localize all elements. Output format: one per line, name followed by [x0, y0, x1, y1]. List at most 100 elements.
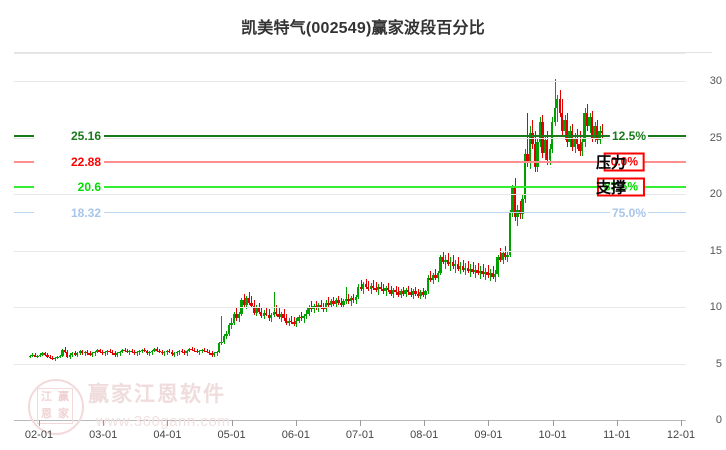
candle-wick: [125, 347, 126, 353]
gridline-15: [14, 250, 686, 252]
candle-wick: [194, 347, 195, 353]
candle-body: [444, 259, 447, 262]
band-12-5-line: [14, 134, 686, 137]
candle-wick: [493, 266, 494, 279]
candle-wick: [204, 347, 205, 353]
candle-wick: [500, 248, 501, 262]
candle-body: [53, 357, 57, 360]
candle-body: [419, 292, 422, 296]
candle-body: [81, 351, 84, 354]
candle-body: [521, 198, 524, 215]
candle-body: [222, 336, 226, 343]
candle-body: [406, 290, 410, 293]
candle-body: [207, 352, 211, 354]
candle-body: [108, 351, 111, 353]
candle-body: [454, 264, 457, 267]
candle-body: [160, 352, 163, 354]
candle-body: [103, 352, 106, 354]
candle-body: [396, 292, 400, 295]
candle-body: [88, 353, 91, 355]
candle-body: [481, 270, 484, 275]
candle-body: [98, 349, 101, 353]
candle-body: [381, 289, 385, 292]
candle-body: [471, 268, 474, 273]
candle-wick: [182, 348, 183, 354]
candle-wick: [381, 282, 382, 292]
candle-wick: [90, 351, 91, 356]
candle-body: [192, 349, 196, 352]
seal-char-4: 家: [58, 408, 69, 420]
candle-wick: [346, 286, 347, 304]
candle-body: [386, 287, 390, 291]
candle-body: [488, 273, 492, 276]
x-axis-label-03-01: 03-01: [89, 429, 118, 441]
candle-body: [61, 349, 64, 356]
candle-body: [541, 121, 544, 154]
axis-baseline: [14, 420, 686, 421]
candle-body: [265, 312, 268, 315]
candle-wick: [478, 263, 479, 276]
candle-wick: [376, 282, 377, 293]
candle-body: [394, 290, 397, 293]
candle-body: [217, 343, 221, 353]
candle-wick: [266, 307, 267, 317]
candle-wick: [75, 351, 76, 356]
candle-body: [145, 351, 149, 354]
candle-wick: [221, 316, 222, 346]
candle-body: [148, 352, 151, 354]
candle-body: [473, 269, 477, 273]
candle-body: [578, 144, 581, 152]
candle-wick: [555, 78, 556, 127]
candle-body: [439, 257, 442, 274]
candle-body: [404, 290, 407, 294]
candle-body: [429, 277, 432, 280]
gridline-20: [14, 194, 686, 196]
candle-body: [503, 252, 507, 258]
band-12-5-percent-label: 12.5%: [609, 128, 648, 143]
candle-body: [556, 99, 559, 109]
watermark-seal-inner: 江 赢 恩 家: [37, 388, 73, 424]
candle-body: [379, 286, 382, 289]
candle-body: [277, 313, 280, 318]
candle-body: [120, 349, 124, 353]
candle-body: [436, 273, 440, 278]
candle-body: [48, 356, 52, 358]
candle-body: [304, 313, 308, 317]
candle-body: [369, 285, 372, 289]
candle-body: [372, 285, 375, 288]
candle-body: [327, 302, 330, 305]
candle-wick: [425, 290, 426, 300]
band-resistance-percent-label: 0.0%: [603, 152, 645, 172]
candle-body: [319, 304, 323, 308]
candle-body: [93, 352, 96, 354]
candle-body: [294, 320, 298, 324]
candle-body: [498, 257, 502, 260]
candle-body: [38, 354, 42, 356]
candle-wick: [127, 348, 128, 354]
candle-body: [140, 349, 144, 352]
candle-body: [563, 119, 566, 131]
candle-body: [424, 291, 427, 295]
candle-body: [225, 334, 228, 337]
candle-body: [558, 99, 561, 113]
candle-body: [401, 291, 405, 294]
candle-body: [255, 307, 258, 313]
page-title: 凯美特气(002549)赢家波段百分比: [241, 20, 485, 37]
x-axis-tick-10-01: [552, 420, 554, 426]
gridline-5: [14, 363, 686, 365]
candle-body: [230, 322, 233, 326]
candle-body: [367, 286, 370, 289]
candle-body: [76, 353, 79, 355]
candle-body: [173, 353, 176, 355]
candle-wick: [328, 296, 329, 308]
candle-body: [205, 351, 208, 353]
candle-body: [434, 275, 437, 278]
candle-wick: [445, 255, 446, 269]
candle-body: [543, 139, 546, 154]
candle-body: [51, 357, 54, 360]
candle-body: [339, 302, 343, 305]
candle-body: [478, 270, 482, 274]
candle-body: [153, 348, 156, 352]
candle-body: [56, 356, 59, 358]
band-resistance-tag: 压力: [596, 154, 627, 172]
